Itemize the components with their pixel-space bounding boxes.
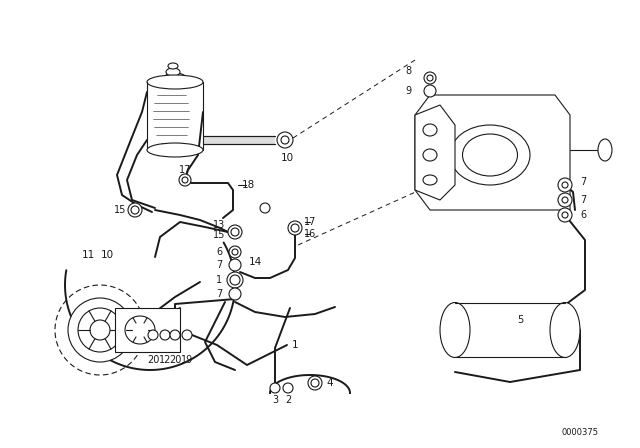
Polygon shape <box>415 95 570 210</box>
Circle shape <box>227 272 243 288</box>
Ellipse shape <box>166 68 180 76</box>
Text: 3: 3 <box>272 395 278 405</box>
Text: 10: 10 <box>100 250 113 260</box>
Bar <box>203 136 275 144</box>
Circle shape <box>179 174 191 186</box>
Circle shape <box>231 228 239 236</box>
Ellipse shape <box>164 73 186 83</box>
Text: 1: 1 <box>292 340 298 350</box>
Ellipse shape <box>147 75 203 89</box>
Circle shape <box>131 206 139 214</box>
Text: 20: 20 <box>147 355 159 365</box>
Circle shape <box>78 308 122 352</box>
Circle shape <box>128 203 142 217</box>
Text: 17: 17 <box>304 217 316 227</box>
Circle shape <box>562 182 568 188</box>
Text: 13: 13 <box>213 220 225 230</box>
Text: 18: 18 <box>241 180 255 190</box>
Ellipse shape <box>147 143 203 157</box>
Circle shape <box>277 132 293 148</box>
Text: 2: 2 <box>285 395 291 405</box>
Text: 14: 14 <box>248 257 262 267</box>
Circle shape <box>427 75 433 81</box>
Circle shape <box>308 376 322 390</box>
Circle shape <box>562 212 568 218</box>
Circle shape <box>229 259 241 271</box>
Circle shape <box>558 208 572 222</box>
Circle shape <box>90 320 110 340</box>
Text: 7: 7 <box>216 289 222 299</box>
Bar <box>115 308 180 352</box>
Circle shape <box>68 298 132 362</box>
Text: 15: 15 <box>213 230 225 240</box>
Circle shape <box>424 72 436 84</box>
Text: 19: 19 <box>181 355 193 365</box>
Ellipse shape <box>550 302 580 358</box>
Circle shape <box>558 193 572 207</box>
Text: 1: 1 <box>216 275 222 285</box>
Ellipse shape <box>440 302 470 358</box>
Text: 7: 7 <box>580 177 586 187</box>
Ellipse shape <box>450 125 530 185</box>
Circle shape <box>182 177 188 183</box>
Circle shape <box>424 85 436 97</box>
Circle shape <box>311 379 319 387</box>
Text: 10: 10 <box>280 153 294 163</box>
Circle shape <box>281 136 289 144</box>
Ellipse shape <box>423 149 437 161</box>
Ellipse shape <box>423 175 437 185</box>
Text: 7: 7 <box>216 260 222 270</box>
Ellipse shape <box>463 134 518 176</box>
Circle shape <box>283 383 293 393</box>
Circle shape <box>232 249 238 255</box>
Text: 6: 6 <box>216 247 222 257</box>
Text: 20: 20 <box>169 355 181 365</box>
Text: 15: 15 <box>114 205 126 215</box>
Circle shape <box>270 383 280 393</box>
Circle shape <box>228 225 242 239</box>
Text: 8: 8 <box>405 66 411 76</box>
Ellipse shape <box>598 139 612 161</box>
Text: 4: 4 <box>326 378 333 388</box>
Circle shape <box>291 224 299 232</box>
Text: 7: 7 <box>580 195 586 205</box>
Circle shape <box>558 178 572 192</box>
Ellipse shape <box>423 124 437 136</box>
Text: 0000375: 0000375 <box>561 427 598 436</box>
Circle shape <box>148 330 158 340</box>
Circle shape <box>260 203 270 213</box>
Circle shape <box>170 330 180 340</box>
Circle shape <box>562 197 568 203</box>
Circle shape <box>288 221 302 235</box>
Ellipse shape <box>168 63 178 69</box>
Circle shape <box>230 275 240 285</box>
Text: 9: 9 <box>405 86 411 96</box>
Polygon shape <box>415 105 455 200</box>
Circle shape <box>229 288 241 300</box>
Text: 16: 16 <box>304 229 316 239</box>
Circle shape <box>229 246 241 258</box>
Text: 12: 12 <box>159 355 171 365</box>
Circle shape <box>182 330 192 340</box>
Ellipse shape <box>125 316 155 344</box>
Circle shape <box>160 330 170 340</box>
Text: 17: 17 <box>179 165 191 175</box>
Text: 5: 5 <box>517 315 523 325</box>
Text: 6: 6 <box>580 210 586 220</box>
Text: 11: 11 <box>81 250 95 260</box>
